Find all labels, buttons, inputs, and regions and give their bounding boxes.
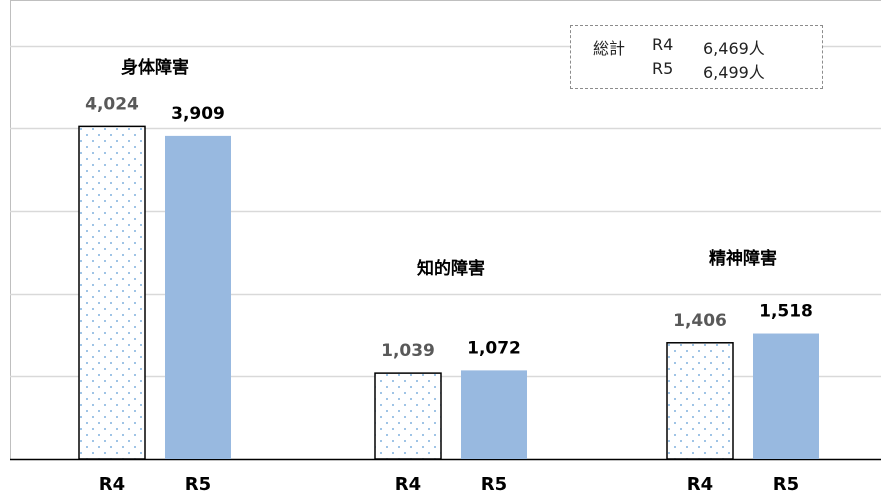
data-label: 1,518 — [759, 302, 813, 322]
group-title: 身体障害 — [121, 57, 189, 78]
labels: 身体障害 4,024 R4 3,909 R5 知的障害 1,039 R4 1,072 R5 精神障害… — [85, 57, 813, 495]
gridlines — [10, 0, 881, 461]
totals-r4-year: R4 — [652, 35, 674, 54]
category-label: R5 — [185, 474, 211, 495]
group-title: 精神障害 — [709, 248, 777, 269]
totals-r5-value: 6,499人 — [703, 63, 765, 82]
bar-r5 — [461, 370, 527, 459]
category-label: R4 — [395, 474, 421, 495]
category-label: R5 — [481, 474, 507, 495]
group-title: 知的障害 — [416, 258, 485, 279]
category-label: R5 — [773, 474, 799, 495]
bar-r5 — [753, 333, 819, 459]
bar-r4 — [666, 342, 734, 460]
totals-heading: 総計 — [593, 39, 626, 58]
totals-box: 総計 R4 6,469人 R5 6,499人 — [570, 25, 823, 89]
data-label: 1,039 — [381, 341, 435, 361]
totals-r4-value: 6,469人 — [703, 39, 765, 58]
data-label: 4,024 — [85, 94, 139, 114]
data-label: 3,909 — [171, 104, 225, 124]
category-label: R4 — [687, 474, 713, 495]
data-label: 1,406 — [673, 311, 727, 331]
totals-r5-year: R5 — [652, 59, 674, 78]
bar-r4 — [374, 372, 442, 460]
bar-r4 — [78, 125, 146, 460]
category-label: R4 — [99, 474, 125, 495]
data-label: 1,072 — [467, 338, 521, 358]
bar-r5 — [165, 135, 231, 459]
bars — [78, 125, 819, 460]
